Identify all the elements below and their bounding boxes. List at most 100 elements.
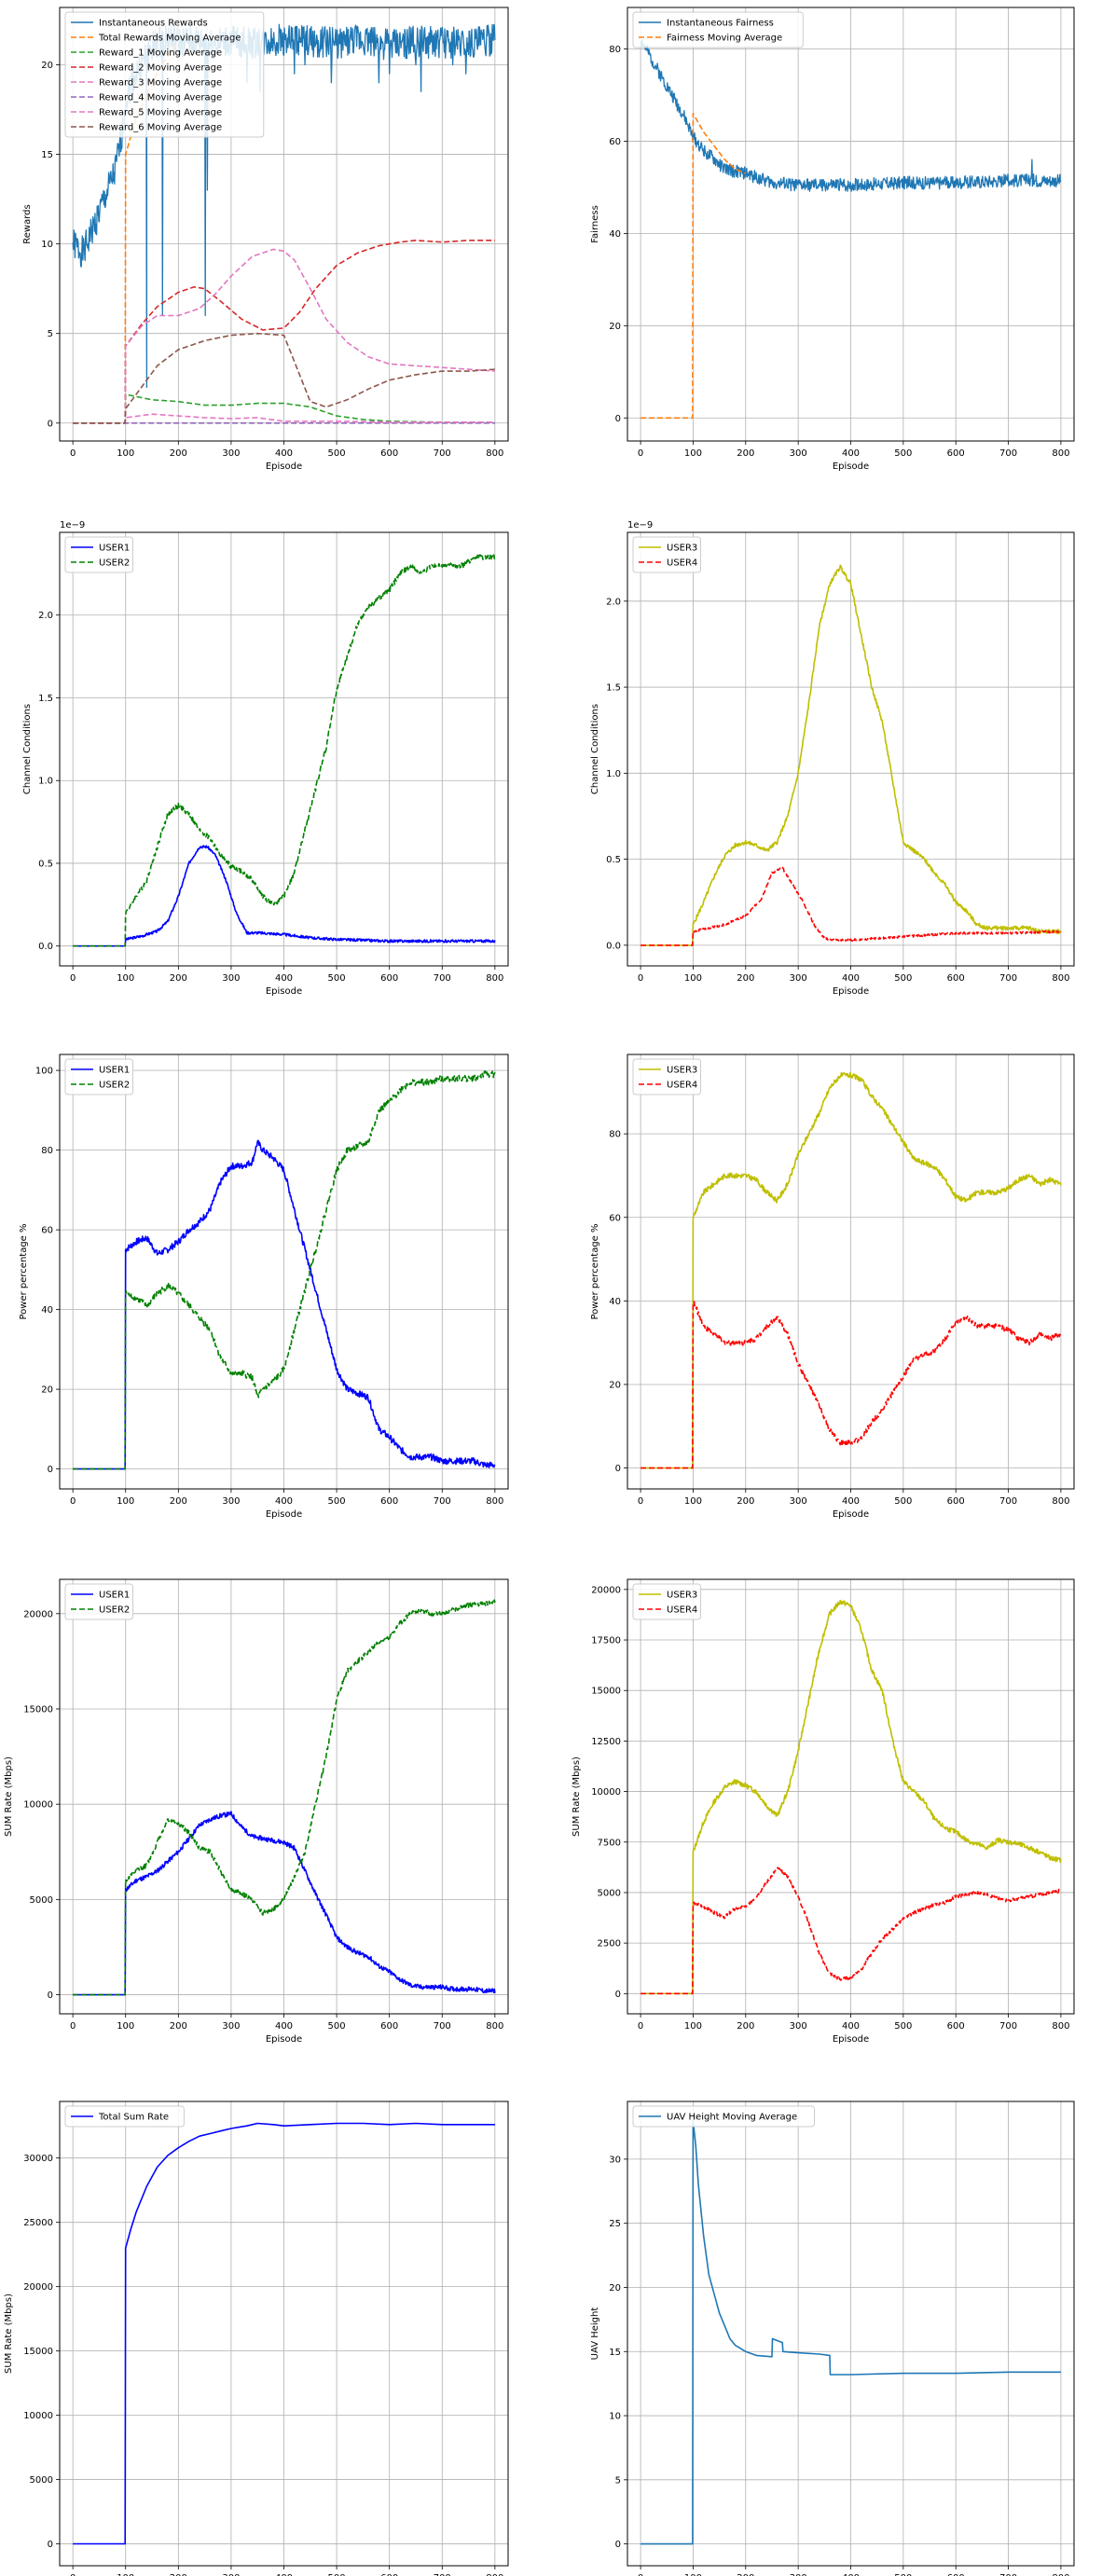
- y-tick-label: 20: [41, 1385, 53, 1396]
- legend: USER1 USER2: [64, 1058, 133, 1095]
- legend-frame: [632, 11, 804, 48]
- series-line-4: [73, 240, 495, 424]
- x-tick-label: 200: [170, 2021, 187, 2032]
- x-tick-label: 100: [684, 973, 702, 984]
- y-offset-text: 1e−9: [60, 520, 85, 530]
- legend-frame: [64, 1583, 133, 1620]
- subplot-7: 0 100 200 300 400 500 600 700 800 0 5000 10000 15000…: [4, 1578, 509, 2045]
- x-tick-label: 400: [275, 973, 293, 984]
- legend-label: USER1: [99, 1591, 130, 1601]
- x-axis-label: Episode: [266, 1509, 302, 1520]
- x-tick-label: 0: [638, 448, 643, 459]
- series-group: [641, 2119, 1061, 2545]
- x-tick-label: 500: [894, 2021, 912, 2032]
- x-tick-label: 300: [222, 2573, 240, 2576]
- x-tick-label: 500: [894, 2573, 912, 2576]
- x-tick-label: 0: [70, 2021, 76, 2032]
- y-tick-label: 5: [615, 2475, 621, 2486]
- legend: USER3 USER4: [632, 1058, 701, 1095]
- series-line-1: [72, 1139, 496, 1470]
- series-line-1: [73, 2122, 495, 2545]
- x-tick-label: 700: [434, 1496, 451, 1507]
- x-tick-label: 600: [947, 973, 965, 984]
- x-tick-label: 700: [999, 973, 1017, 984]
- grid: [627, 1054, 1074, 1489]
- subplot-8: 0 100 200 300 400 500 600 700 800 0 2500 5000 7500 10…: [572, 1578, 1075, 2045]
- x-tick-label: 400: [842, 973, 860, 984]
- y-tick-label: 15000: [591, 1687, 621, 1697]
- legend-frame: [632, 1583, 701, 1620]
- x-tick-label: 800: [1052, 2021, 1069, 2032]
- x-tick-label: 100: [117, 448, 134, 459]
- x-tick-label: 200: [737, 2021, 754, 2032]
- series-group: [640, 564, 1062, 946]
- legend-frame: [64, 11, 265, 138]
- y-tick-label: 0.5: [606, 855, 621, 865]
- y-axis-label: Power percentage %: [590, 1223, 600, 1319]
- y-tick-label: 80: [609, 1130, 621, 1140]
- x-tick-label: 700: [434, 448, 451, 459]
- x-axis-label: Episode: [833, 1509, 869, 1520]
- x-tick-label: 700: [999, 1496, 1017, 1507]
- x-tick-label: 400: [275, 448, 293, 459]
- y-tick-label: 80: [609, 45, 621, 55]
- x-tick-label: 500: [894, 448, 912, 459]
- subplot-3: 0 100 200 300 400 500 600 700 800 0.0 0.5 1.0 1.5 2.0…: [22, 520, 509, 997]
- x-tick-label: 500: [328, 1496, 346, 1507]
- legend: USER1 USER2: [64, 1583, 133, 1620]
- series-line-2: [640, 1301, 1062, 1469]
- subplot-5: 0 100 200 300 400 500 600 700 800 0 20 40 60 80 100 Epi…: [19, 1054, 509, 1520]
- y-tick-label: 2.0: [38, 611, 53, 621]
- series-line-1: [640, 1599, 1062, 1995]
- legend-frame: [64, 1058, 133, 1095]
- y-tick-label: 80: [41, 1146, 53, 1156]
- ticks: 0 100 200 300 400 500 600 700 800 0 20 40 60 80: [609, 1130, 1069, 1507]
- legend-label: Instantaneous Fairness: [667, 19, 774, 29]
- legend-label: Reward_2 Moving Average: [99, 63, 222, 74]
- y-axis-label: Fairness: [590, 205, 600, 243]
- series-line-2: [640, 866, 1062, 946]
- y-tick-label: 60: [609, 137, 621, 147]
- series-line-3: [73, 393, 495, 424]
- grid: [60, 1579, 508, 2014]
- x-tick-label: 800: [486, 448, 503, 459]
- y-tick-label: 20000: [591, 1585, 621, 1595]
- series-group: [72, 554, 496, 947]
- x-tick-label: 100: [684, 2021, 702, 2032]
- y-tick-label: 20000: [23, 1609, 53, 1619]
- y-axis-label: Channel Conditions: [22, 704, 33, 794]
- x-tick-label: 200: [170, 973, 187, 984]
- x-tick-label: 600: [380, 448, 398, 459]
- legend-frame: [632, 1058, 701, 1095]
- x-tick-label: 300: [222, 2021, 240, 2032]
- y-tick-label: 40: [41, 1305, 53, 1316]
- y-tick-label: 5000: [30, 2475, 53, 2486]
- subplot-10: 0100200300400500600700800051015202530Epi…: [590, 2101, 1075, 2576]
- y-tick-label: 0: [48, 2540, 53, 2550]
- y-tick-label: 40: [609, 1297, 621, 1307]
- legend-label: USER4: [667, 1081, 697, 1091]
- y-tick-label: 60: [609, 1213, 621, 1223]
- x-tick-label: 100: [684, 448, 702, 459]
- series-group: [640, 1071, 1062, 1469]
- y-axis-label: SUM Rate (Mbps): [4, 1756, 14, 1837]
- x-tick-label: 800: [1052, 973, 1069, 984]
- ticks: 0 100 200 300 400 500 600 700 800 0 5000 10000 15000…: [23, 2154, 503, 2576]
- y-tick-label: 0: [615, 414, 621, 424]
- x-tick-label: 0: [638, 973, 643, 984]
- ticks: 0 100 200 300 400 500 600 700 800 0 5 10 15 20 25 30: [609, 2155, 1069, 2576]
- y-tick-label: 1.5: [38, 694, 53, 704]
- x-tick-label: 400: [842, 448, 860, 459]
- x-axis-label: Episode: [266, 2034, 302, 2045]
- series-line-1: [641, 2119, 1061, 2545]
- y-tick-label: 20: [609, 322, 621, 332]
- legend: Instantaneous Fairness Fairness Moving Av…: [632, 11, 804, 48]
- y-axis-label: Power percentage %: [19, 1223, 29, 1319]
- legend-label: USER2: [99, 558, 130, 569]
- x-tick-label: 600: [947, 2021, 965, 2032]
- x-tick-label: 800: [1052, 1496, 1069, 1507]
- legend-label: USER1: [99, 1066, 130, 1076]
- x-tick-label: 600: [380, 973, 398, 984]
- x-axis-label: Episode: [833, 986, 869, 997]
